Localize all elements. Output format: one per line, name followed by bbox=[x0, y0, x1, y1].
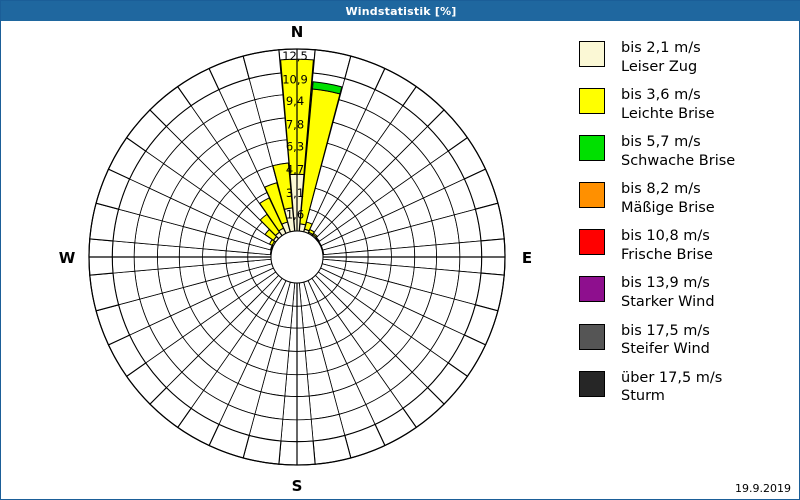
legend-label: bis 5,7 m/s Schwache Brise bbox=[621, 133, 735, 170]
legend-speed-range: bis 5,7 m/s bbox=[621, 134, 701, 151]
wind-rose-chart: 1,6 3,1 4,7 6,3 7,8 9,4 10,9 12,5 N E S W bbox=[59, 23, 532, 495]
legend-label: bis 10,8 m/s Frische Brise bbox=[621, 227, 713, 264]
legend-item[interactable]: bis 17,5 m/s Steifer Wind bbox=[579, 322, 791, 359]
legend-beaufort-name: Steifer Wind bbox=[621, 341, 710, 358]
legend-item[interactable]: bis 13,9 m/s Starker Wind bbox=[579, 274, 791, 311]
legend-beaufort-name: Leiser Zug bbox=[621, 58, 698, 75]
radial-tick-label: 1,6 bbox=[286, 208, 304, 222]
wind-rose-petal-segment bbox=[272, 162, 294, 210]
legend-label: bis 13,9 m/s Starker Wind bbox=[621, 274, 715, 311]
wind-rose-petal-segment bbox=[264, 182, 289, 225]
radial-tick-label: 9,4 bbox=[286, 94, 304, 108]
legend-color-swatch bbox=[579, 88, 605, 115]
legend-beaufort-name: Leichte Brise bbox=[621, 105, 715, 122]
legend-color-swatch bbox=[579, 323, 605, 350]
legend-item[interactable]: bis 2,1 m/s Leiser Zug bbox=[579, 39, 791, 76]
radial-tick-label: 6,3 bbox=[286, 139, 304, 153]
wind-rose-petal-segment bbox=[312, 232, 319, 239]
window-title-bar: Windstatistik [%] bbox=[1, 1, 800, 21]
radial-tick-labels: 1,6 3,1 4,7 6,3 7,8 9,4 10,9 12,5 bbox=[282, 49, 308, 222]
legend-label: bis 3,6 m/s Leichte Brise bbox=[621, 86, 715, 123]
legend-color-swatch bbox=[579, 135, 605, 162]
wind-rose-petal-segment bbox=[315, 236, 321, 243]
legend-color-swatch bbox=[579, 370, 605, 397]
legend-speed-range: bis 10,8 m/s bbox=[621, 228, 710, 245]
legend-beaufort-name: Mäßige Brise bbox=[621, 199, 715, 216]
legend-speed-range: bis 2,1 m/s bbox=[621, 40, 701, 56]
legend-beaufort-name: Frische Brise bbox=[621, 246, 713, 263]
compass-labels: N E S W bbox=[59, 23, 532, 495]
legend-color-swatch bbox=[579, 41, 605, 67]
legend-speed-range: bis 17,5 m/s bbox=[621, 322, 710, 339]
legend-speed-range: über 17,5 m/s bbox=[621, 369, 723, 386]
wind-rose-petal-segment bbox=[308, 228, 316, 236]
compass-label-south: S bbox=[292, 477, 303, 495]
legend-label: bis 2,1 m/s Leiser Zug bbox=[621, 39, 701, 76]
legend-speed-range: bis 3,6 m/s bbox=[621, 87, 701, 104]
radial-tick-label: 4,7 bbox=[286, 163, 304, 177]
legend: bis 2,1 m/s Leiser Zug bis 3,6 m/s Leichte … bbox=[579, 39, 791, 416]
legend-speed-range: bis 13,9 m/s bbox=[621, 275, 710, 292]
legend-item[interactable]: über 17,5 m/s Sturm bbox=[579, 369, 791, 406]
compass-label-north: N bbox=[291, 23, 304, 41]
legend-color-swatch bbox=[579, 229, 605, 256]
legend-label: über 17,5 m/s Sturm bbox=[621, 369, 722, 406]
wind-rose-petal-segment bbox=[303, 221, 313, 232]
polar-grid bbox=[88, 48, 506, 466]
legend-color-swatch bbox=[579, 276, 605, 303]
legend-beaufort-name: Starker Wind bbox=[621, 294, 715, 311]
radial-tick-label: 10,9 bbox=[282, 72, 308, 86]
wind-rose-petal-segment bbox=[259, 197, 285, 232]
window-title: Windstatistik [%] bbox=[345, 4, 457, 18]
legend-speed-range: bis 8,2 m/s bbox=[621, 181, 701, 198]
legend-item[interactable]: bis 5,7 m/s Schwache Brise bbox=[579, 133, 791, 170]
radial-tick-label: 12,5 bbox=[282, 49, 308, 63]
legend-label: bis 8,2 m/s Mäßige Brise bbox=[621, 180, 715, 217]
compass-label-west: W bbox=[59, 249, 76, 267]
polar-grid-overlay bbox=[88, 48, 506, 466]
chart-area: 1,6 3,1 4,7 6,3 7,8 9,4 10,9 12,5 N E S W bis 2,1 … bbox=[1, 21, 799, 499]
legend-beaufort-name: Schwache Brise bbox=[621, 152, 736, 169]
legend-label: bis 17,5 m/s Steifer Wind bbox=[621, 322, 710, 359]
radial-tick-label: 7,8 bbox=[286, 117, 304, 131]
footer-date: 19.9.2019 bbox=[735, 482, 791, 495]
inner-hole bbox=[270, 230, 324, 284]
compass-label-east: E bbox=[522, 249, 532, 267]
legend-color-swatch bbox=[579, 182, 605, 209]
legend-item[interactable]: bis 3,6 m/s Leichte Brise bbox=[579, 86, 791, 123]
legend-item[interactable]: bis 8,2 m/s Mäßige Brise bbox=[579, 180, 791, 217]
outer-ring bbox=[88, 48, 506, 466]
wind-rose-petal-segment bbox=[311, 81, 343, 95]
radial-tick-label: 3,1 bbox=[286, 186, 304, 200]
legend-beaufort-name: Sturm bbox=[621, 388, 665, 405]
legend-item[interactable]: bis 10,8 m/s Frische Brise bbox=[579, 227, 791, 264]
